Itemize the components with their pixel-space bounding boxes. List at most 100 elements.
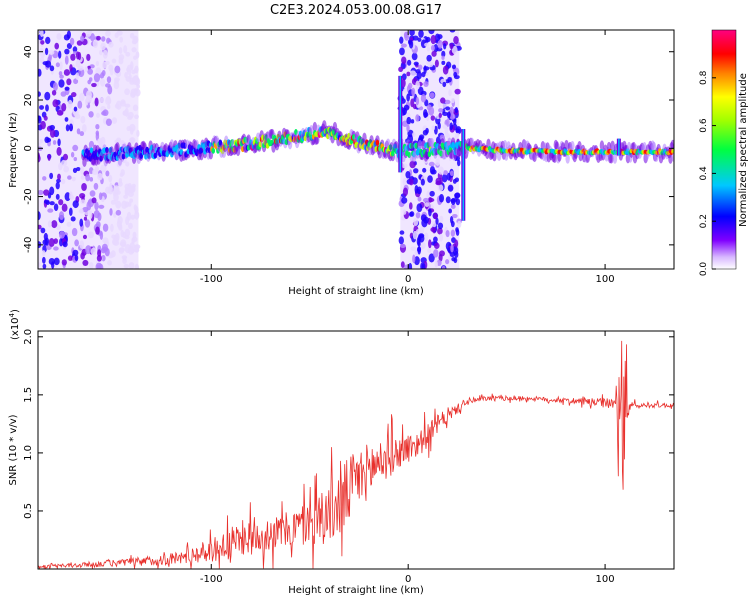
spectrogram-noise-cell (64, 117, 69, 122)
spectrogram-noise-cell (80, 165, 85, 175)
spectrogram-noise-cell (61, 259, 67, 266)
spectrogram-y-tick-label: 20 (23, 94, 34, 107)
spectrogram-noise-cell (409, 30, 415, 36)
spectrogram-noise-cell (58, 71, 63, 76)
spectrogram-noise-cell (79, 92, 85, 102)
spectrogram-noise-cell (440, 97, 446, 104)
spectrogram-noise-cell (74, 239, 79, 247)
spectrogram-y-tick-label: 40 (23, 45, 34, 58)
spectrogram-noise-cell (88, 111, 94, 118)
spectrogram-noise-cell (415, 114, 420, 122)
spectrogram-noise-cell (417, 196, 422, 202)
spectrogram-noise-cell (57, 173, 61, 181)
spectrogram-noise-cell (72, 144, 79, 152)
spectrogram-noise-cell (435, 180, 442, 186)
spectrogram-ridge-halo (570, 140, 575, 151)
spectrogram-noise-cell (406, 93, 410, 102)
spectrogram-noise-cell (122, 110, 129, 116)
spectrogram-noise-cell (105, 83, 111, 88)
spectrogram-noise-cell (107, 85, 113, 95)
spectrogram-noise-cell (128, 262, 135, 269)
spectrogram-noise-cell (432, 220, 437, 228)
spectrogram-noise-cell (43, 199, 50, 204)
spectrogram-noise-cell (55, 193, 60, 200)
snr-x-tick-label: -100 (200, 574, 223, 585)
spectrogram-noise-cell (107, 104, 111, 110)
spectrogram-noise-cell (420, 214, 427, 222)
spectrogram-noise-cell (435, 217, 439, 225)
spectrogram-noise-cell (450, 97, 455, 104)
spectrogram-noise-cell (38, 189, 44, 196)
spectrogram-noise-cell (89, 210, 93, 220)
spectrogram-noise-cell (58, 79, 65, 88)
spectrogram-noise-cell (56, 224, 61, 231)
spectrogram-noise-cell (80, 35, 85, 42)
spectrogram-noise-cell (63, 69, 71, 76)
spectrogram-noise-cell (45, 104, 49, 112)
spectrogram-ridge-halo (410, 141, 416, 152)
spectrogram-noise-cell (427, 247, 432, 253)
spectrogram-noise-cell (111, 117, 118, 124)
spectrogram-noise-cell (417, 245, 421, 255)
spectrogram-noise-cell (93, 73, 101, 83)
spectrogram-noise-cell (406, 116, 412, 125)
spectrogram-noise-cell (102, 61, 107, 69)
spectrogram-noise-cell (130, 88, 137, 97)
spectrogram-ridge-cell (375, 139, 380, 146)
spectrogram-noise-cell (434, 59, 439, 68)
spectrogram-noise-cell (118, 247, 125, 254)
spectrogram-noise-cell (125, 161, 130, 167)
spectrogram-ridge-halo (577, 141, 582, 152)
spectrogram-ridge-halo (599, 140, 605, 151)
spectrogram-noise-cell (76, 128, 81, 135)
spectrogram-noise-cell (406, 59, 412, 66)
colorbar-tick-label: 0.6 (699, 118, 709, 133)
spectrogram-noise-cell (408, 40, 414, 49)
spectrogram-noise-cell (448, 89, 452, 97)
spectrogram-noise-cell (407, 129, 414, 138)
colorbar-tick-label: 0.4 (699, 166, 709, 181)
spectrogram-noise-cell (45, 36, 51, 45)
spectrogram-noise-cell (56, 33, 62, 40)
spectrogram-noise-cell (418, 30, 424, 38)
spectrogram-noise-cell (57, 138, 61, 147)
spectrogram-noise-cell (124, 244, 131, 254)
spectrogram-noise-cell (66, 221, 72, 227)
spectrogram-noise-cell (402, 187, 409, 197)
spectrogram-noise-cell (49, 201, 55, 206)
spectrogram-noise-cell (438, 166, 444, 175)
spectrogram-noise-cell (402, 177, 408, 187)
spectrogram-noise-cell (38, 91, 41, 97)
spectrogram-noise-cell (417, 64, 423, 71)
snr-x-tick-label: 100 (596, 574, 615, 585)
spectrogram-noise-cell (75, 51, 80, 60)
spectrogram-noise-cell (133, 55, 138, 60)
spectrogram-noise-cell (92, 39, 99, 49)
spectrogram-noise-cell (413, 168, 419, 174)
spectrogram-noise-cell (72, 46, 78, 53)
spectrogram-noise-cell (423, 232, 429, 242)
spectrogram-noise-cell (55, 181, 60, 190)
spectrogram-noise-cell (89, 190, 96, 197)
spectrogram-noise-cell (115, 200, 122, 209)
spectrogram-noise-cell (415, 228, 423, 235)
spectrogram-noise-cell (106, 95, 111, 103)
spectrogram-noise-cell (445, 229, 450, 238)
spectrogram-noise-cell (106, 76, 112, 84)
spectrogram-noise-cell (428, 196, 433, 203)
spectrogram-noise-cell (131, 185, 136, 193)
spectrogram-noise-cell (448, 208, 452, 214)
spectrogram-noise-cell (84, 31, 92, 37)
spectrogram-x-tick-label: -100 (200, 274, 223, 285)
spectrogram-noise-cell (39, 105, 45, 110)
spectrogram-noise-cell (133, 204, 138, 211)
spectrogram-noise-cell (130, 61, 134, 71)
chart-title: C2E3.2024.053.00.08.G17 (270, 3, 442, 18)
snr-y-tick-label: 1.5 (23, 387, 34, 403)
spectrogram-noise-cell (125, 51, 131, 57)
spectrogram-noise-cell (82, 259, 89, 266)
spectrogram-panel: -100 0 100 -40 -20 0 20 40 Height of straight l… (8, 29, 675, 297)
spectrogram-ridge-cell (211, 147, 216, 154)
spectrogram-noise-cell (449, 30, 456, 33)
spectrogram-noise-cell (131, 237, 136, 244)
